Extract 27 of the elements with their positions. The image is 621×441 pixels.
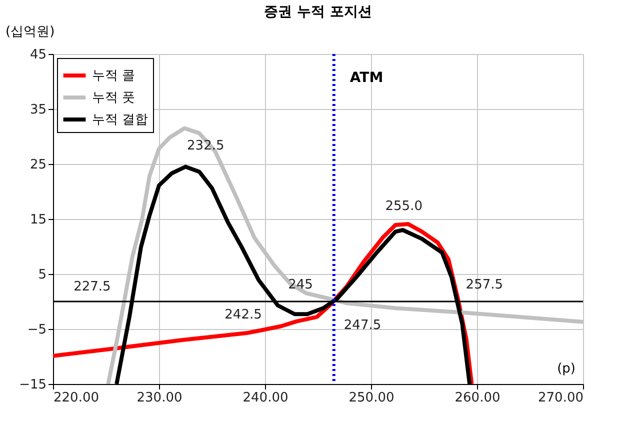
x-tick-label: 260.00 (454, 390, 500, 406)
y-tick-label: 5 (38, 268, 46, 282)
annotation: 255.0 (385, 199, 422, 214)
chart-title: 증권 누적 포지션 (264, 4, 372, 20)
legend-label: 누적 결합 (92, 112, 148, 128)
annotation: 247.5 (344, 318, 382, 333)
legend-label: 누적 콜 (92, 68, 136, 84)
x-tick-label: 220.00 (54, 390, 99, 406)
annotation: 242.5 (224, 308, 262, 323)
y-tick-label: 45 (30, 48, 46, 62)
x-tick-label: 270.00 (538, 390, 584, 406)
annotation: 232.5 (187, 138, 224, 154)
y-tick-label: −15 (19, 378, 46, 392)
ref-line-label: ATM (350, 70, 384, 86)
annotation: 257.5 (466, 277, 504, 292)
annotation: 227.5 (74, 279, 111, 294)
y-tick-label: 35 (30, 102, 46, 118)
x-tick-label: 240.00 (242, 390, 288, 406)
y-tick-label: −5 (27, 322, 46, 338)
y-tick-label: 25 (30, 158, 46, 172)
annotation: 245 (288, 277, 313, 292)
y-axis-title: (십억원) (6, 24, 55, 40)
x-tick-label: 250.00 (348, 390, 394, 406)
x-axis-title: (p) (557, 362, 576, 376)
y-tick-label: 15 (30, 212, 46, 228)
legend-label: 누적 풋 (92, 90, 136, 106)
x-tick-label: 230.00 (136, 390, 182, 406)
